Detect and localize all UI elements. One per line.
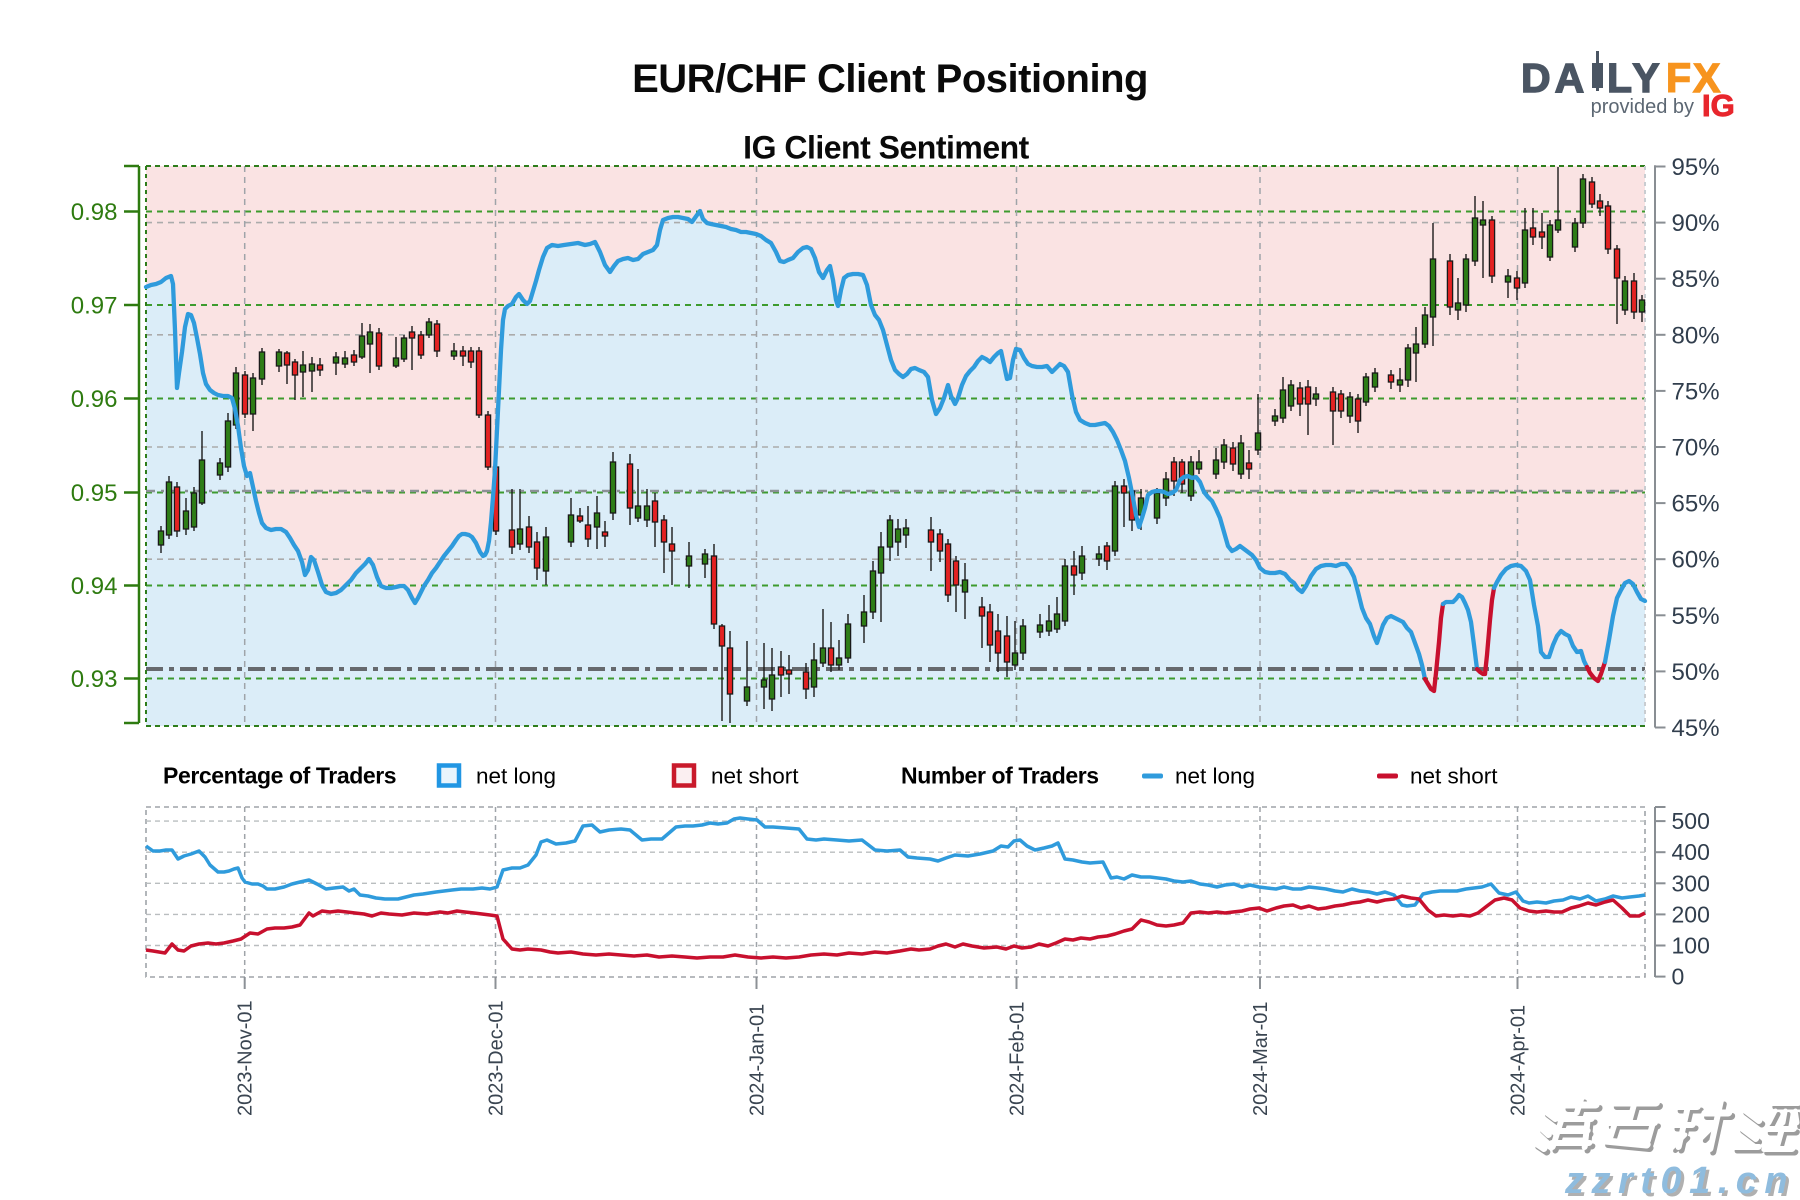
svg-text:2024-Mar-01: 2024-Mar-01 bbox=[1250, 1001, 1272, 1116]
svg-text:65%: 65% bbox=[1672, 491, 1720, 518]
svg-text:net short: net short bbox=[1410, 764, 1498, 789]
svg-text:LY: LY bbox=[1607, 55, 1664, 101]
svg-text:net long: net long bbox=[1175, 764, 1255, 789]
svg-text:DA: DA bbox=[1521, 55, 1588, 101]
svg-text:EUR/CHF Client Positioning: EUR/CHF Client Positioning bbox=[632, 57, 1148, 101]
svg-text:200: 200 bbox=[1672, 901, 1710, 927]
svg-text:2024-Jan-01: 2024-Jan-01 bbox=[747, 1004, 769, 1116]
svg-text:0.95: 0.95 bbox=[71, 480, 118, 507]
svg-text:2023-Nov-01: 2023-Nov-01 bbox=[235, 1000, 257, 1116]
svg-text:60%: 60% bbox=[1672, 547, 1720, 574]
svg-text:500: 500 bbox=[1672, 808, 1710, 834]
svg-text:70%: 70% bbox=[1672, 435, 1720, 462]
svg-text:75%: 75% bbox=[1672, 378, 1720, 405]
svg-text:45%: 45% bbox=[1672, 715, 1720, 742]
svg-text:0.97: 0.97 bbox=[71, 293, 118, 320]
svg-text:100: 100 bbox=[1672, 933, 1710, 959]
svg-text:net long: net long bbox=[476, 764, 556, 789]
svg-text:Number of Traders: Number of Traders bbox=[901, 763, 1099, 789]
svg-text:provided by: provided by bbox=[1591, 96, 1694, 118]
svg-text:300: 300 bbox=[1672, 870, 1710, 896]
svg-text:80%: 80% bbox=[1672, 322, 1720, 349]
svg-text:2024-Apr-01: 2024-Apr-01 bbox=[1508, 1005, 1530, 1116]
svg-text:0: 0 bbox=[1672, 964, 1685, 990]
svg-text:FX: FX bbox=[1666, 55, 1722, 101]
svg-text:0.98: 0.98 bbox=[71, 199, 118, 226]
svg-text:400: 400 bbox=[1672, 839, 1710, 865]
svg-text:zzrt01.cn: zzrt01.cn bbox=[1564, 1160, 1795, 1200]
svg-text:Percentage of Traders: Percentage of Traders bbox=[163, 763, 396, 789]
svg-text:50%: 50% bbox=[1672, 659, 1720, 686]
svg-text:85%: 85% bbox=[1672, 266, 1720, 293]
svg-text:zzrt01.cn: zzrt01.cn bbox=[1567, 1163, 1798, 1200]
svg-text:IG: IG bbox=[1702, 88, 1735, 123]
svg-text:55%: 55% bbox=[1672, 603, 1720, 630]
svg-text:2023-Dec-01: 2023-Dec-01 bbox=[486, 1000, 508, 1116]
svg-text:95%: 95% bbox=[1672, 154, 1720, 181]
svg-text:IG Client Sentiment: IG Client Sentiment bbox=[743, 130, 1029, 166]
svg-text:2024-Feb-01: 2024-Feb-01 bbox=[1007, 1001, 1029, 1116]
svg-text:net short: net short bbox=[711, 764, 799, 789]
svg-text:0.93: 0.93 bbox=[71, 666, 118, 693]
svg-text:0.96: 0.96 bbox=[71, 386, 118, 413]
svg-text:90%: 90% bbox=[1672, 210, 1720, 237]
svg-text:0.94: 0.94 bbox=[71, 573, 118, 600]
